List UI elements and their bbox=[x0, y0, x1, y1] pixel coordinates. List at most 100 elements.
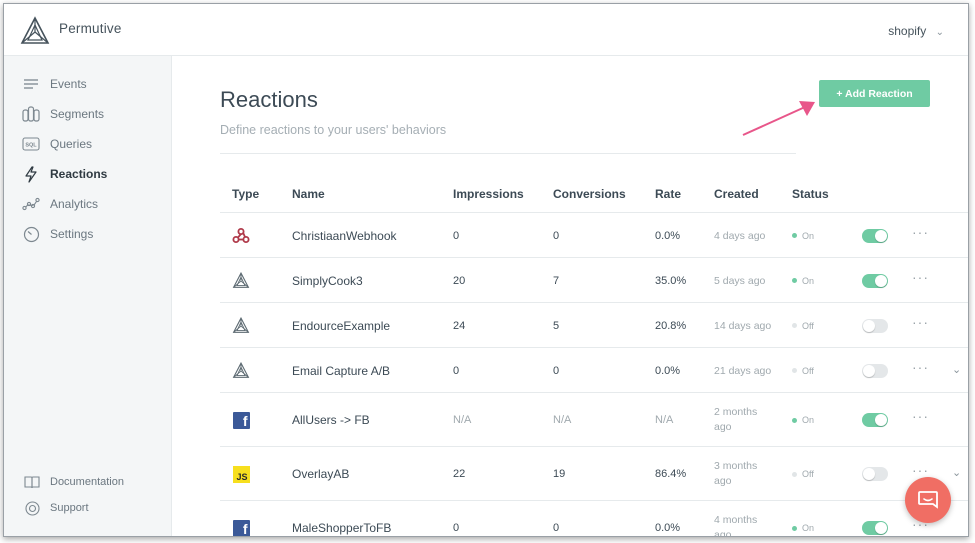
sidebar-item-settings[interactable]: Settings bbox=[22, 224, 93, 244]
table-row[interactable]: SimplyCook3 20 7 35.0% 5 days ago On ··· bbox=[220, 258, 968, 303]
rate-value: 0.0% bbox=[655, 229, 681, 242]
reaction-name[interactable]: AllUsers -> FB bbox=[292, 413, 370, 427]
facebook-glyph: f bbox=[242, 520, 248, 537]
status-text: Off bbox=[802, 365, 814, 376]
status-text: Off bbox=[802, 469, 814, 479]
column-header-type[interactable]: Type bbox=[232, 187, 260, 201]
support-icon bbox=[24, 500, 40, 516]
reaction-name[interactable]: ChristiaanWebhook bbox=[292, 228, 397, 243]
toggle-knob bbox=[863, 319, 875, 332]
sidebar-item-reactions[interactable]: Reactions bbox=[22, 164, 107, 184]
add-reaction-button[interactable]: + Add Reaction bbox=[819, 80, 930, 107]
more-options-icon[interactable]: ··· bbox=[912, 313, 929, 330]
javascript-glyph: JS bbox=[236, 471, 248, 482]
status-badge: On bbox=[792, 231, 814, 241]
status-toggle[interactable] bbox=[862, 467, 888, 481]
more-options-icon[interactable]: ··· bbox=[912, 223, 929, 240]
more-options-icon[interactable]: ··· bbox=[912, 358, 929, 375]
main-content: Reactions Define reactions to your users… bbox=[173, 57, 968, 536]
impressions-value: 0 bbox=[453, 364, 460, 377]
facebook-icon: f bbox=[232, 519, 250, 537]
conversions-value: 0 bbox=[553, 229, 560, 242]
status-dot-icon bbox=[792, 368, 797, 373]
status-toggle[interactable] bbox=[862, 363, 888, 378]
reaction-name[interactable]: OverlayAB bbox=[292, 467, 350, 481]
more-options-icon[interactable]: ··· bbox=[912, 462, 929, 478]
brand-name: Permutive bbox=[59, 21, 122, 36]
reaction-type-icon bbox=[232, 362, 250, 380]
sidebar-item-label: Support bbox=[50, 502, 89, 514]
sidebar-item-queries[interactable]: SQL Queries bbox=[22, 134, 92, 154]
sidebar-item-segments[interactable]: Segments bbox=[22, 104, 104, 124]
conversions-value: N/A bbox=[553, 414, 572, 426]
rate-value: 0.0% bbox=[655, 364, 681, 377]
created-value: 14 days ago bbox=[714, 319, 772, 332]
sidebar-item-events[interactable]: Events bbox=[22, 74, 87, 94]
column-header-conversions[interactable]: Conversions bbox=[553, 187, 626, 201]
toggle-knob bbox=[875, 414, 887, 426]
top-bar: Permutive shopify ⌄ bbox=[4, 4, 968, 56]
permutive-logo-icon[interactable] bbox=[20, 16, 50, 46]
reaction-name[interactable]: MaleShopperToFB bbox=[292, 521, 392, 535]
status-dot-icon bbox=[792, 525, 797, 531]
status-toggle[interactable] bbox=[862, 413, 888, 427]
chat-launcher-button[interactable] bbox=[905, 477, 951, 523]
chevron-down-icon: ⌄ bbox=[935, 27, 944, 38]
reaction-name[interactable]: EndourceExample bbox=[292, 318, 391, 333]
column-header-created[interactable]: Created bbox=[714, 187, 759, 201]
sidebar-item-label: Reactions bbox=[50, 167, 108, 181]
sidebar-item-documentation[interactable]: Documentation bbox=[24, 474, 124, 490]
title-divider bbox=[220, 153, 796, 154]
page-title: Reactions bbox=[220, 87, 318, 112]
sidebar-item-analytics[interactable]: Analytics bbox=[22, 194, 98, 214]
sidebar-item-label: Segments bbox=[50, 107, 105, 121]
sidebar-item-label: Events bbox=[50, 77, 87, 91]
column-header-impressions[interactable]: Impressions bbox=[453, 187, 524, 201]
sidebar: Events Segments SQL Queries Reactions An… bbox=[4, 56, 172, 536]
table-row[interactable]: f AllUsers -> FB N/A N/A N/A 2 months ago On ··… bbox=[220, 393, 968, 447]
rate-value: 20.8% bbox=[655, 319, 687, 332]
chat-icon bbox=[918, 491, 938, 509]
column-header-status[interactable]: Status bbox=[792, 187, 829, 201]
reaction-type-icon: f bbox=[232, 411, 250, 429]
table-row[interactable]: ChristiaanWebhook 0 0 0.0% 4 days ago On ··· bbox=[220, 213, 968, 258]
table-row[interactable]: f MaleShopperToFB 0 0 0.0% 4 months ago On ··· bbox=[220, 501, 968, 537]
status-toggle[interactable] bbox=[862, 228, 888, 243]
sidebar-item-label: Queries bbox=[50, 137, 93, 151]
toggle-knob bbox=[875, 522, 887, 534]
permutive-type-icon bbox=[232, 362, 250, 378]
status-toggle[interactable] bbox=[862, 318, 888, 333]
status-dot-icon bbox=[792, 471, 797, 477]
status-toggle[interactable] bbox=[862, 521, 888, 535]
reaction-type-icon bbox=[232, 272, 250, 290]
reaction-name[interactable]: SimplyCook3 bbox=[292, 273, 363, 288]
book-icon bbox=[24, 474, 40, 490]
facebook-glyph: f bbox=[242, 412, 248, 429]
created-value: 2 months ago bbox=[714, 406, 758, 433]
sidebar-item-support[interactable]: Support bbox=[24, 500, 89, 516]
reaction-name[interactable]: Email Capture A/B bbox=[292, 363, 391, 378]
more-options-icon[interactable]: ··· bbox=[912, 268, 929, 285]
account-switcher[interactable]: shopify ⌄ bbox=[888, 24, 944, 38]
status-toggle[interactable] bbox=[862, 273, 888, 288]
created-value: 3 months ago bbox=[714, 460, 758, 487]
settings-icon bbox=[22, 225, 40, 243]
sidebar-item-label: Analytics bbox=[50, 197, 99, 211]
table-row[interactable]: JS OverlayAB 22 19 86.4% 3 months ago Off ··· ⌄ bbox=[220, 447, 968, 501]
rate-value: 86.4% bbox=[655, 468, 687, 480]
status-dot-icon bbox=[792, 323, 797, 328]
expand-chevron-icon[interactable]: ⌄ bbox=[952, 363, 962, 376]
column-header-rate[interactable]: Rate bbox=[655, 187, 682, 201]
expand-chevron-icon[interactable]: ⌄ bbox=[952, 467, 962, 479]
status-badge: Off bbox=[792, 366, 814, 376]
analytics-icon bbox=[22, 195, 40, 213]
toggle-knob bbox=[863, 468, 875, 480]
sql-icon: SQL bbox=[22, 135, 40, 153]
status-text: On bbox=[802, 275, 815, 286]
table-row[interactable]: Email Capture A/B 0 0 0.0% 21 days ago Off ···… bbox=[220, 348, 968, 393]
created-value: 21 days ago bbox=[714, 364, 772, 377]
more-options-icon[interactable]: ··· bbox=[912, 408, 929, 424]
status-text: On bbox=[802, 230, 815, 241]
table-row[interactable]: EndourceExample 24 5 20.8% 14 days ago Off ··· bbox=[220, 303, 968, 348]
column-header-name[interactable]: Name bbox=[292, 187, 325, 201]
